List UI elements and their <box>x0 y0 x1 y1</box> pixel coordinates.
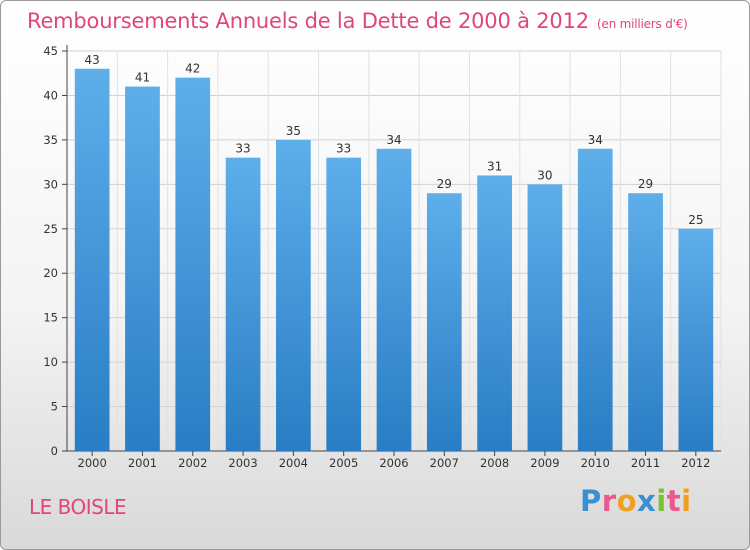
bar-2006 <box>376 148 412 451</box>
labels: 0 5 10 15 20 25 30 35 40 45 43 2000 41 2001 42 2002 33 20… <box>43 44 710 470</box>
bar-2008 <box>477 175 512 451</box>
y-tick-label: 40 <box>43 88 58 102</box>
value-label-2006: 34 <box>386 133 401 147</box>
chart-unit-label: (en milliers d'€) <box>596 17 688 31</box>
bar-2007 <box>426 193 462 451</box>
logo-letter: t <box>666 484 682 518</box>
value-label-2008: 31 <box>487 159 502 173</box>
logo-letter: x <box>637 484 657 518</box>
logo-letter: r <box>601 484 617 518</box>
bar-2004 <box>276 139 311 451</box>
y-tick-label: 0 <box>51 444 58 458</box>
value-label-2012: 25 <box>688 213 703 227</box>
x-tick-label-2009: 2009 <box>530 456 559 470</box>
y-tick-label: 20 <box>43 266 58 280</box>
x-tick-label-2001: 2001 <box>128 456 157 470</box>
bar-2012 <box>678 228 714 451</box>
value-label-2010: 34 <box>588 133 603 147</box>
logo-letter: P <box>580 484 602 518</box>
x-tick-label-2006: 2006 <box>379 456 408 470</box>
chart-title: Remboursements Annuels de la Dette de 20… <box>27 9 688 33</box>
value-label-2001: 41 <box>135 71 150 85</box>
value-label-2005: 33 <box>336 142 351 156</box>
x-tick-label-2008: 2008 <box>480 456 509 470</box>
logo-letter: i <box>656 484 667 518</box>
y-tick-label: 15 <box>43 311 58 325</box>
y-tick-label: 45 <box>43 44 58 58</box>
value-label-2003: 33 <box>235 142 250 156</box>
x-tick-label-2007: 2007 <box>430 456 459 470</box>
y-tick-label: 25 <box>43 222 58 236</box>
value-label-2004: 35 <box>286 124 301 138</box>
logo-letter: i <box>681 484 692 518</box>
chart-title-text: Remboursements Annuels de la Dette de 20… <box>27 9 589 33</box>
x-tick-label-2002: 2002 <box>178 456 207 470</box>
value-label-2011: 29 <box>638 177 653 191</box>
bar-2011 <box>628 193 663 451</box>
commune-name: LE BOISLE <box>29 495 127 519</box>
x-tick-label-2005: 2005 <box>329 456 358 470</box>
y-tick-label: 35 <box>43 133 58 147</box>
bar-2005 <box>326 157 362 451</box>
bar-2000 <box>74 68 110 452</box>
value-label-2009: 30 <box>537 168 552 182</box>
x-tick-label-2000: 2000 <box>78 456 107 470</box>
x-tick-label-2004: 2004 <box>279 456 308 470</box>
y-tick-label: 10 <box>43 355 58 369</box>
value-label-2002: 42 <box>185 62 200 76</box>
bar-2003 <box>225 157 261 451</box>
bar-2002 <box>175 77 211 452</box>
x-tick-label-2011: 2011 <box>631 456 660 470</box>
y-tick-label: 5 <box>51 400 58 414</box>
y-tick-label: 30 <box>43 177 58 191</box>
bar-2001 <box>125 86 160 452</box>
proxiti-logo: Proxiti <box>580 487 692 516</box>
x-tick-label-2003: 2003 <box>228 456 257 470</box>
bars <box>74 68 714 452</box>
x-tick-label-2010: 2010 <box>581 456 610 470</box>
value-label-2007: 29 <box>437 177 452 191</box>
value-label-2000: 43 <box>85 53 100 67</box>
logo-letter: o <box>616 484 638 518</box>
bar-2010 <box>577 148 613 451</box>
bar-2009 <box>527 184 563 452</box>
x-tick-label-2012: 2012 <box>681 456 710 470</box>
